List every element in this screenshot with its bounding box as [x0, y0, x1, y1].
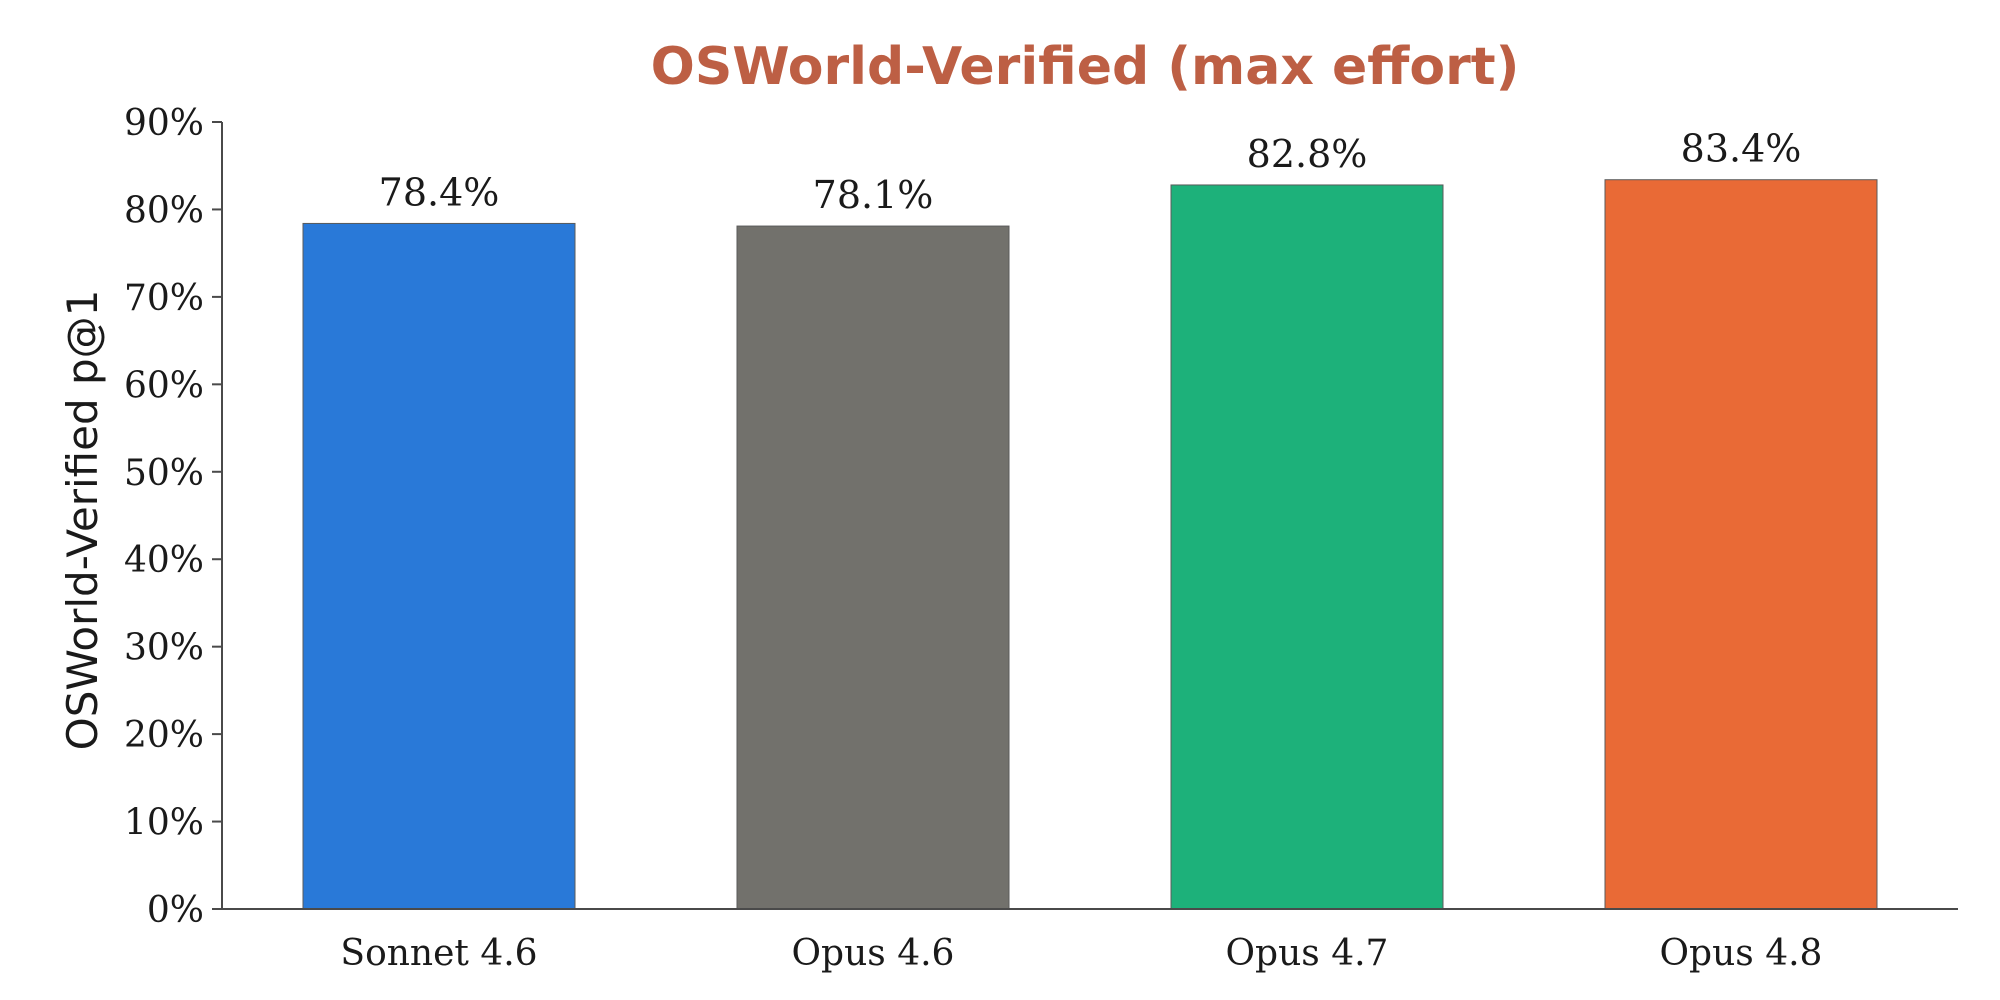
chart-title: OSWorld-Verified (max effort) [651, 37, 1520, 97]
axes-layer [212, 121, 1958, 910]
y-tick-label: 10% [124, 803, 204, 844]
data-label: 78.4% [379, 170, 500, 214]
y-tick-label: 30% [124, 628, 204, 669]
x-tick-label: Opus 4.7 [1226, 933, 1389, 974]
y-tick-label: 90% [124, 103, 204, 144]
data-label: 78.1% [813, 173, 934, 217]
y-tick-label: 20% [124, 715, 204, 756]
bar [302, 222, 576, 910]
x-tick-label: Opus 4.8 [1660, 933, 1823, 974]
y-tick-label: 40% [124, 540, 204, 581]
x-tick-label: Opus 4.6 [792, 933, 955, 974]
y-axis-title: OSWorld-Verified p@1 [58, 290, 107, 751]
y-tick-label: 0% [147, 890, 204, 931]
bar [1170, 184, 1444, 910]
labels-layer: 78.4% Sonnet 4.6 78.1% Opus 4.6 82.8% Opus 4.… [124, 103, 1822, 974]
data-label: 82.8% [1247, 132, 1368, 176]
y-tick-label: 80% [124, 190, 204, 231]
bars-layer [302, 179, 1878, 910]
data-label: 83.4% [1681, 127, 1802, 171]
bar [736, 225, 1010, 910]
y-tick-label: 60% [124, 365, 204, 406]
bar [1604, 179, 1878, 910]
x-tick-label: Sonnet 4.6 [340, 933, 537, 974]
y-tick-label: 50% [124, 453, 204, 494]
y-tick-label: 70% [124, 278, 204, 319]
